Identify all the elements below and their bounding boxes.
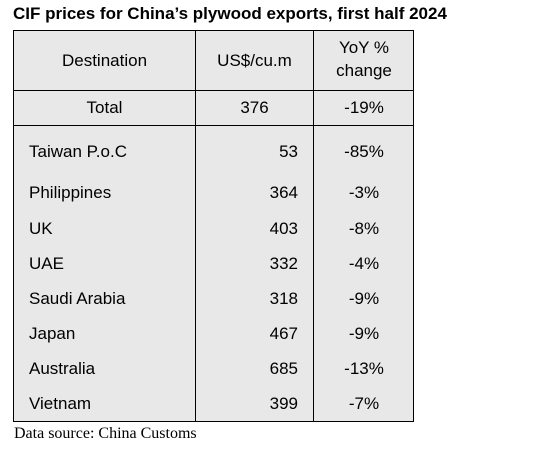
row-divider — [14, 125, 413, 126]
total-label: Total — [86, 98, 123, 117]
column-divider — [313, 31, 314, 421]
row-price: 403 — [269, 219, 298, 238]
total-change: -19% — [344, 98, 384, 117]
row-divider — [14, 90, 413, 91]
row-change: -9% — [348, 324, 380, 343]
header-price: US$/cu.m — [217, 51, 292, 70]
prices-table: Destination US$/cu.m YoY % change Total … — [13, 30, 414, 422]
row-change: -3% — [348, 183, 380, 202]
row-price: 685 — [269, 359, 298, 378]
row-change: -13% — [344, 359, 384, 378]
row-change: -9% — [348, 289, 380, 308]
row-price: 53 — [279, 142, 298, 161]
column-divider — [195, 31, 196, 421]
row-price: 399 — [269, 394, 298, 413]
row-destination: Japan — [29, 324, 76, 343]
data-source-note: Data source: China Customs — [14, 425, 197, 442]
row-price: 467 — [269, 324, 298, 343]
row-destination: UAE — [29, 254, 64, 273]
row-price: 364 — [269, 183, 298, 202]
row-destination: Saudi Arabia — [29, 289, 126, 308]
row-destination: Taiwan P.o.C — [29, 142, 127, 161]
row-change: -7% — [348, 394, 380, 413]
row-change: -8% — [348, 219, 380, 238]
row-destination: Vietnam — [29, 394, 92, 413]
row-change: -4% — [348, 254, 380, 273]
table-title: CIF prices for China’s plywood exports, … — [13, 4, 447, 23]
row-destination: Australia — [29, 359, 96, 378]
header-destination: Destination — [61, 51, 148, 70]
row-price: 332 — [269, 254, 298, 273]
header-change-line1: YoY % — [338, 38, 390, 57]
row-price: 318 — [269, 289, 298, 308]
row-destination: UK — [29, 219, 53, 238]
total-price: 376 — [240, 98, 269, 117]
row-change: -85% — [344, 142, 384, 161]
header-change-line2: change — [336, 61, 392, 80]
row-destination: Philippines — [29, 183, 112, 202]
